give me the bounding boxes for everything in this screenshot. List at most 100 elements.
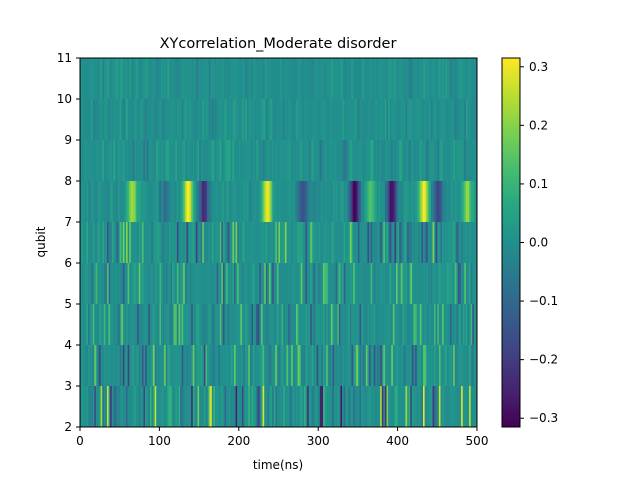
heatmap-cell (157, 140, 160, 181)
heatmap-cell (256, 263, 259, 304)
heatmap-cell (327, 345, 330, 386)
heatmap-cell (170, 140, 173, 181)
heatmap-cell (127, 263, 130, 304)
heatmap-cell (222, 181, 225, 222)
heatmap-cell (157, 345, 160, 386)
heatmap-cell (173, 140, 176, 181)
heatmap-cell (103, 181, 106, 222)
heatmap-cell (307, 304, 309, 345)
heatmap-cell (116, 58, 119, 99)
heatmap-cell (149, 304, 152, 345)
heatmap-cell (361, 181, 363, 222)
heatmap-cell (388, 304, 390, 345)
heatmap-cell (238, 222, 241, 263)
heatmap-cell (159, 386, 162, 427)
heatmap-cell (137, 58, 140, 99)
heatmap-cell (189, 222, 192, 263)
heatmap-cell (230, 99, 233, 140)
heatmap-cell (373, 99, 376, 140)
heatmap-cell (457, 140, 460, 181)
heatmap-cell (346, 99, 349, 140)
heatmap-cell (400, 99, 403, 140)
heatmap-cell (141, 181, 144, 222)
heatmap-cell (334, 140, 336, 181)
heatmap-cell (153, 181, 155, 222)
heatmap-cell (316, 263, 319, 304)
heatmap-cell (294, 345, 297, 386)
heatmap-cell (305, 386, 308, 427)
heatmap-cell (235, 304, 238, 345)
heatmap-cell (176, 58, 179, 99)
heatmap-cell (423, 263, 425, 304)
heatmap-cell (184, 58, 187, 99)
heatmap-cell (432, 263, 435, 304)
heatmap-cell (375, 181, 378, 222)
heatmap-cell (127, 304, 130, 345)
heatmap-cell (391, 263, 394, 304)
heatmap-cell (473, 263, 476, 304)
heatmap-cell (419, 99, 422, 140)
heatmap-cell (354, 99, 357, 140)
heatmap-cell (275, 345, 278, 386)
heatmap-cell (295, 99, 298, 140)
heatmap-cell (97, 345, 100, 386)
heatmap-cell (434, 58, 437, 99)
heatmap-cell (427, 222, 430, 263)
heatmap-cell (284, 140, 287, 181)
heatmap-cell (172, 181, 174, 222)
heatmap-cell (307, 99, 309, 140)
heatmap-cell (472, 140, 475, 181)
heatmap-cell (310, 222, 313, 263)
heatmap-cell (408, 263, 411, 304)
heatmap-cell (473, 99, 476, 140)
heatmap-cell (124, 58, 127, 99)
heatmap-cell (218, 345, 221, 386)
heatmap-cell (267, 386, 270, 427)
heatmap-cell (194, 263, 197, 304)
heatmap-cell (172, 263, 174, 304)
heatmap-cell (191, 222, 194, 263)
heatmap-cell (237, 345, 240, 386)
heatmap-cell (241, 181, 244, 222)
heatmap-cell (354, 181, 357, 222)
heatmap-cell (419, 304, 422, 345)
heatmap-cell (102, 181, 105, 222)
heatmap-cell (151, 386, 154, 427)
heatmap-cell (278, 304, 281, 345)
heatmap-cell (191, 345, 194, 386)
heatmap-cell (375, 140, 378, 181)
heatmap-cell (218, 222, 221, 263)
colorbar-tick-label: −0.2 (529, 353, 558, 367)
heatmap-cell (133, 263, 136, 304)
heatmap-cell (322, 181, 325, 222)
heatmap-cell (184, 140, 187, 181)
heatmap-cell (329, 263, 332, 304)
heatmap-cell (329, 181, 332, 222)
heatmap-cell (318, 181, 321, 222)
heatmap-cell (453, 345, 456, 386)
heatmap-cell (159, 58, 162, 99)
heatmap-cell (465, 222, 468, 263)
heatmap-cell (172, 99, 174, 140)
heatmap-cell (397, 181, 400, 222)
heatmap-cell (389, 99, 392, 140)
heatmap-cell (337, 99, 340, 140)
heatmap-cell (167, 345, 170, 386)
heatmap-cell (165, 304, 168, 345)
heatmap-cell (213, 222, 216, 263)
heatmap-cell (443, 304, 446, 345)
heatmap-cell (464, 263, 467, 304)
heatmap-cell (403, 263, 406, 304)
heatmap-cell (143, 140, 146, 181)
heatmap-cell (262, 304, 265, 345)
heatmap-cell (218, 304, 221, 345)
heatmap-cell (292, 345, 295, 386)
heatmap-cell (224, 58, 227, 99)
heatmap-cell (138, 345, 141, 386)
heatmap-cell (246, 181, 249, 222)
heatmap-cell (419, 263, 422, 304)
heatmap-cell (300, 263, 303, 304)
heatmap-cell (462, 181, 465, 222)
heatmap-cell (394, 386, 397, 427)
heatmap-cell (110, 345, 113, 386)
